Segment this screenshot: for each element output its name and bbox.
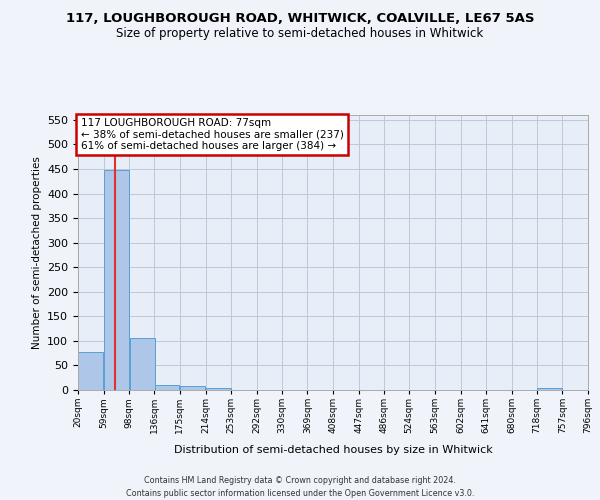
Bar bbox=[206, 388, 231, 390]
Bar bbox=[537, 388, 562, 390]
Text: 117, LOUGHBOROUGH ROAD, WHITWICK, COALVILLE, LE67 5AS: 117, LOUGHBOROUGH ROAD, WHITWICK, COALVI… bbox=[66, 12, 534, 26]
Y-axis label: Number of semi-detached properties: Number of semi-detached properties bbox=[32, 156, 41, 349]
Bar bbox=[180, 386, 205, 390]
Text: 117 LOUGHBOROUGH ROAD: 77sqm
← 38% of semi-detached houses are smaller (237)
61%: 117 LOUGHBOROUGH ROAD: 77sqm ← 38% of se… bbox=[80, 118, 343, 151]
Bar bbox=[79, 352, 103, 390]
Text: Size of property relative to semi-detached houses in Whitwick: Size of property relative to semi-detach… bbox=[116, 28, 484, 40]
Text: Contains HM Land Registry data © Crown copyright and database right 2024.
Contai: Contains HM Land Registry data © Crown c… bbox=[126, 476, 474, 498]
Bar bbox=[130, 338, 155, 390]
Text: Distribution of semi-detached houses by size in Whitwick: Distribution of semi-detached houses by … bbox=[173, 445, 493, 455]
Bar bbox=[104, 170, 129, 390]
Bar bbox=[155, 385, 179, 390]
